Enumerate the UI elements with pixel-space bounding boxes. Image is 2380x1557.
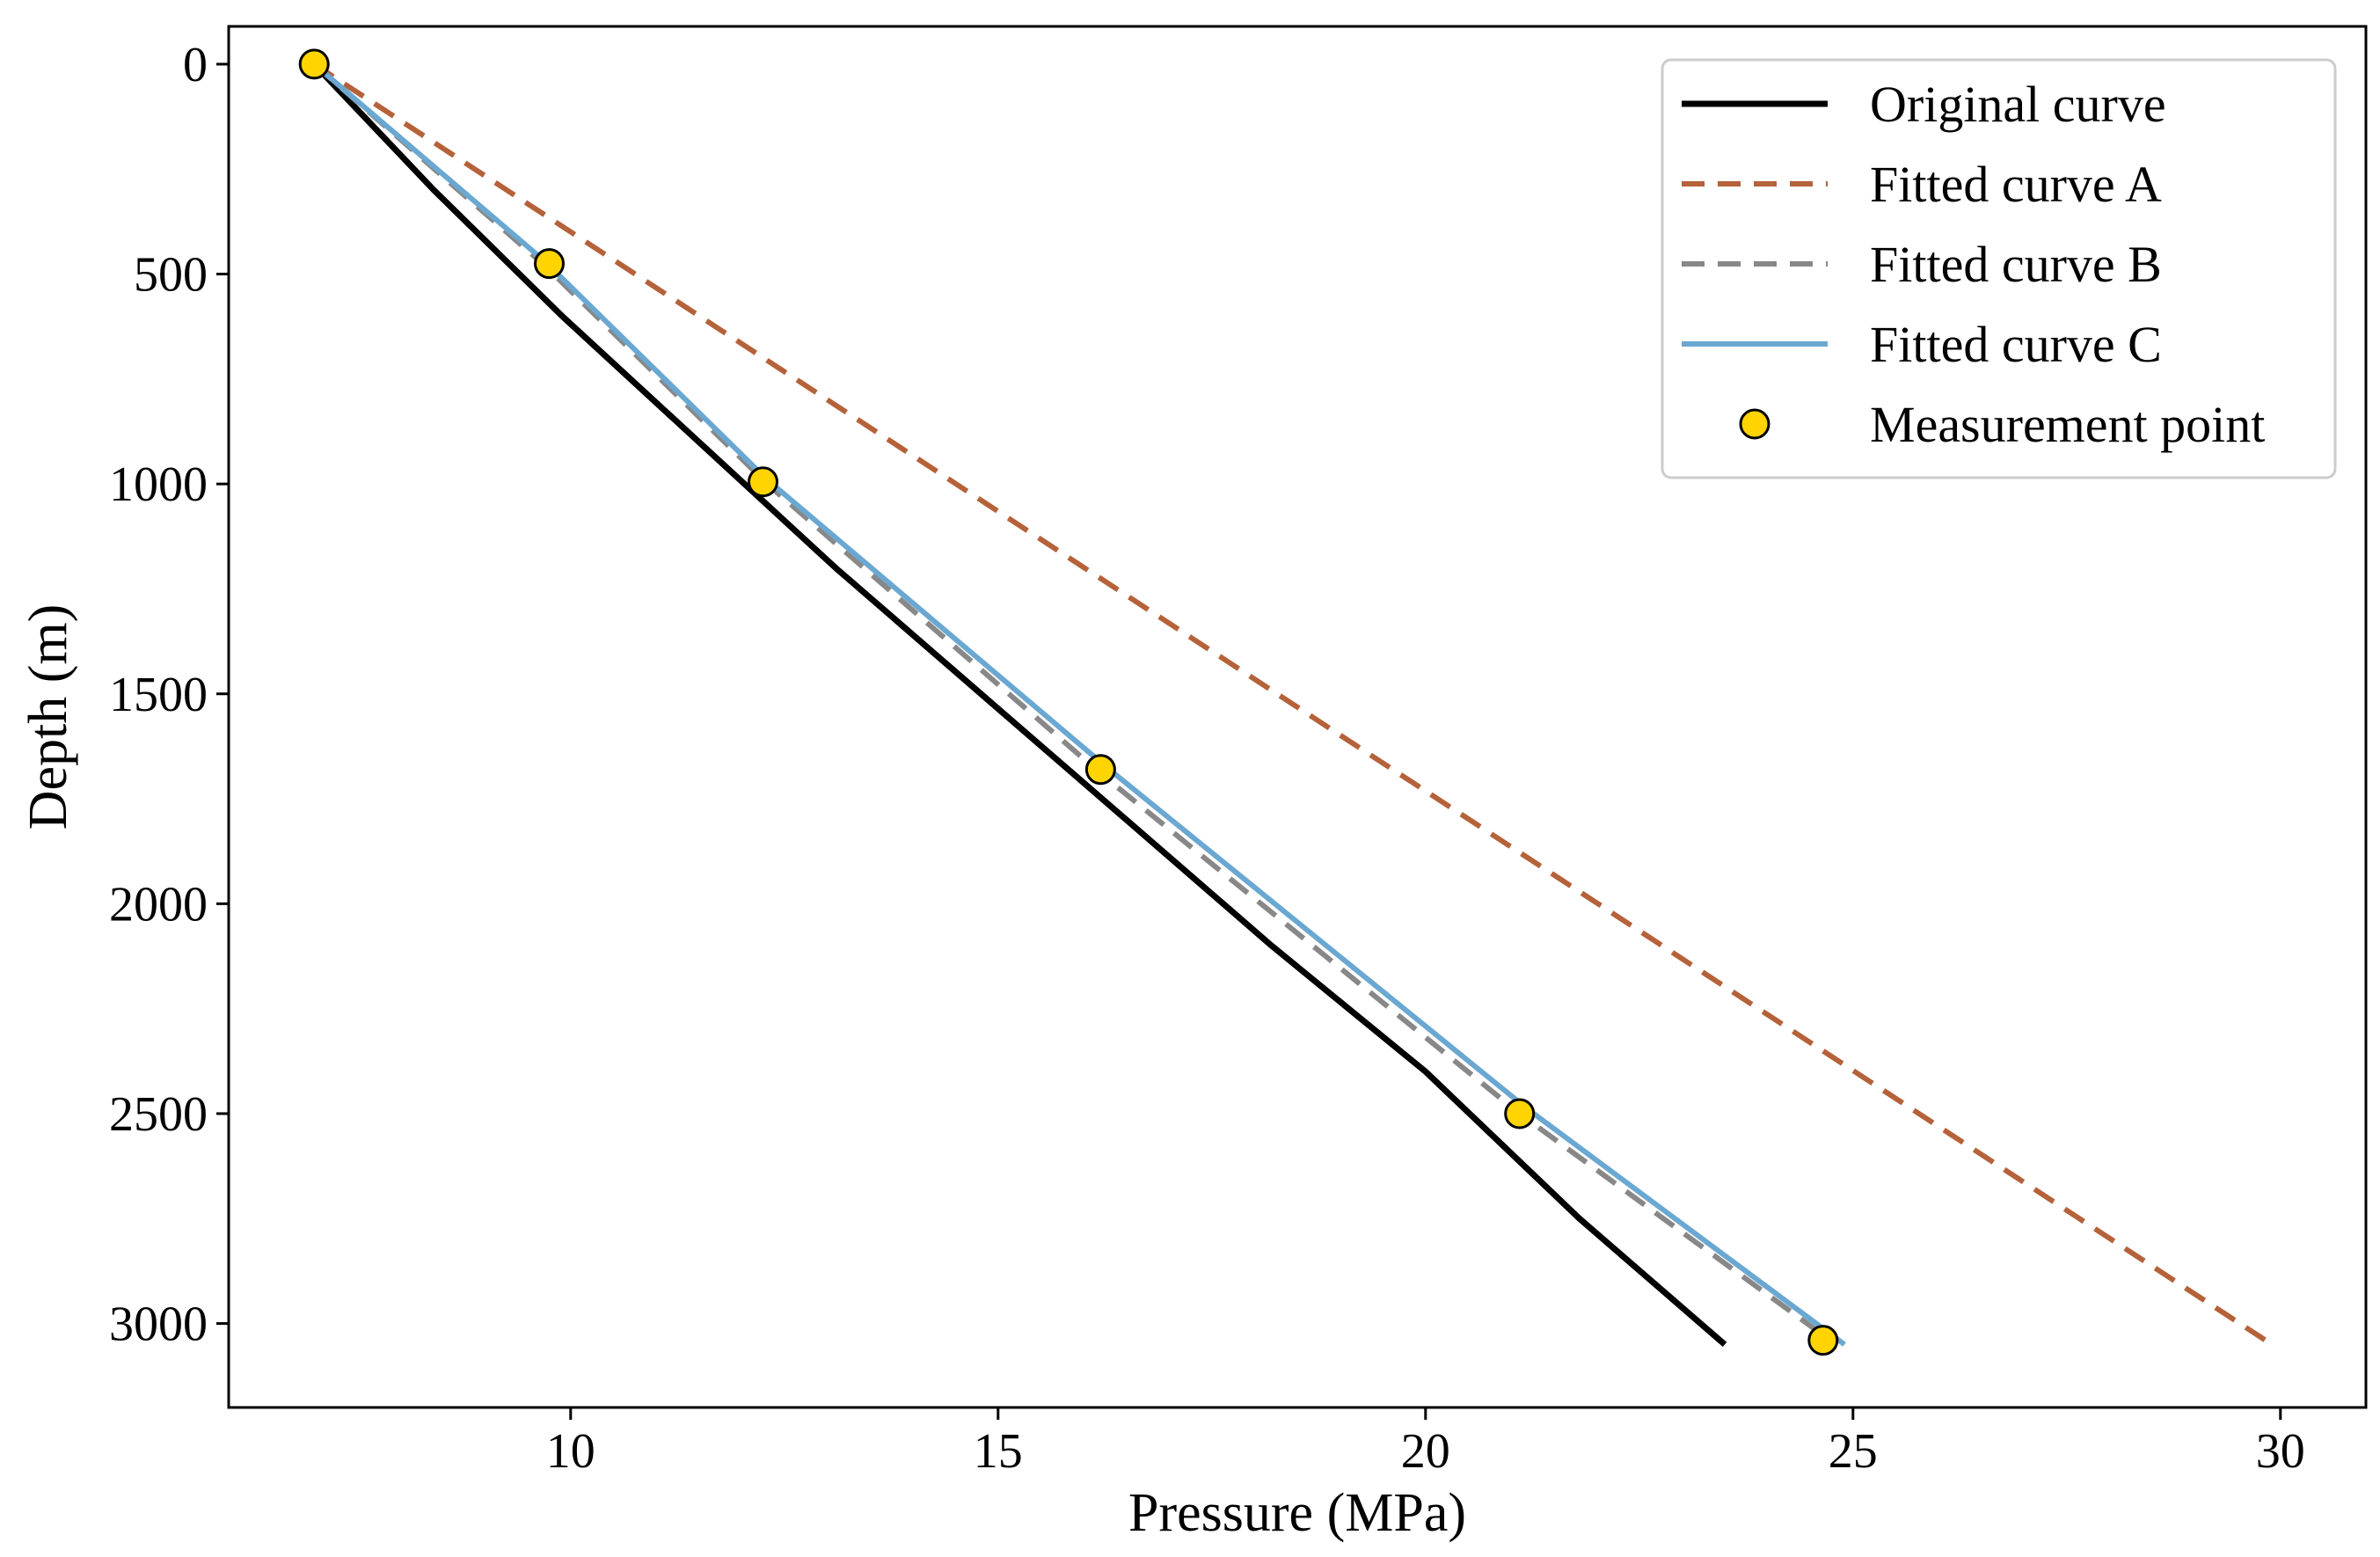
measurement-point [1084, 754, 1116, 786]
legend-label: Original curve [1870, 76, 2166, 133]
plot-frame [227, 25, 2368, 1409]
y-tick-label: 3000 [109, 1298, 208, 1352]
x-tick-label: 25 [1829, 1424, 1878, 1479]
series-line-original-curve [311, 62, 1727, 1348]
legend-items: Original curve Fitted curve A Fitted curve… [1682, 76, 2265, 453]
measurement-point [748, 466, 778, 498]
legend-frame [1661, 58, 2337, 479]
legend-label: Measurement point [1870, 396, 2265, 453]
x-axis-ticks: 10 15 20 25 30 [546, 1407, 2305, 1479]
x-tick-label: 20 [1401, 1424, 1450, 1479]
x-tick-label: 30 [2256, 1424, 2305, 1479]
y-axis-ticks: 0 500 1000 1500 2000 2500 3000 [109, 38, 229, 1352]
y-axis-label: Depth (m) [18, 604, 78, 830]
measurement-point [1807, 1325, 1839, 1356]
x-tick-label: 15 [974, 1424, 1023, 1479]
measurement-point [298, 48, 330, 80]
y-tick-label: 1000 [109, 457, 208, 512]
measurement-point [534, 248, 565, 280]
legend-swatch-measurement-point [1739, 408, 1770, 440]
measurement-point [1504, 1098, 1536, 1129]
legend-label: Fitted curve A [1870, 156, 2162, 213]
series-line-fitted-curve-b [312, 62, 1838, 1347]
series-line-fitted-curve-c [312, 62, 1846, 1347]
measurement-points-layer [298, 48, 1839, 1356]
y-tick-label: 2500 [109, 1087, 208, 1142]
x-axis-label: Pressure (MPa) [1128, 1483, 1466, 1543]
x-tick-label: 10 [546, 1424, 595, 1479]
y-tick-label: 500 [134, 248, 208, 303]
legend-label: Fitted curve B [1870, 236, 2162, 293]
y-tick-label: 1500 [109, 668, 208, 722]
y-tick-label: 0 [183, 38, 208, 92]
series-layer [311, 62, 2274, 1348]
y-tick-label: 2000 [109, 877, 208, 932]
legend: Original curve Fitted curve A Fitted curve… [1661, 58, 2337, 479]
legend-label: Fitted curve C [1870, 316, 2162, 373]
series-line-fitted-curve-a [312, 62, 2274, 1347]
